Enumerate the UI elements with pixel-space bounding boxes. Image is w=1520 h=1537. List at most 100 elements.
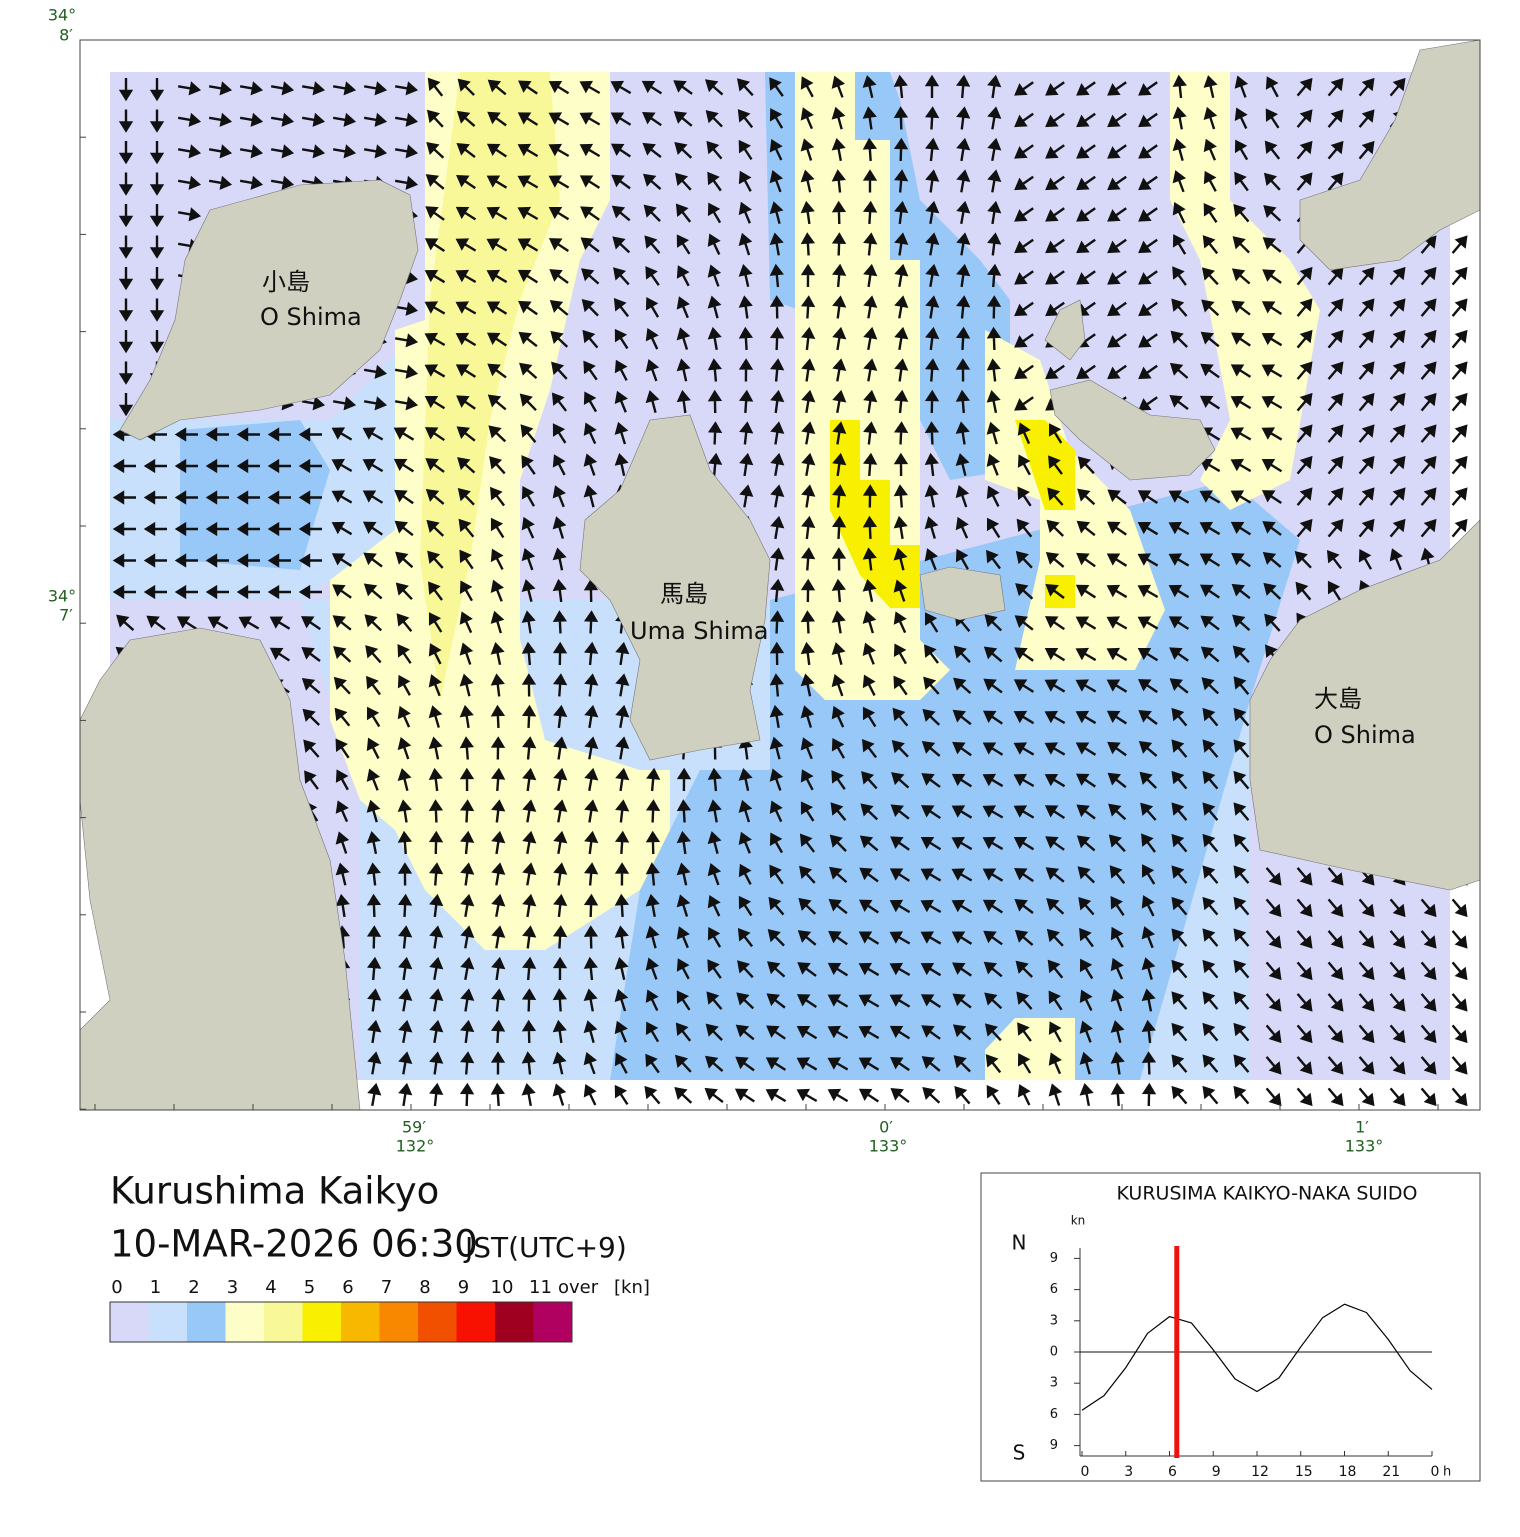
- arrow: [1296, 424, 1313, 443]
- arrow: [367, 1019, 382, 1044]
- arrow: [1296, 1087, 1313, 1107]
- arrow: [1107, 175, 1127, 191]
- arrow: [1233, 770, 1250, 790]
- arrow: [797, 930, 817, 946]
- arrow: [579, 80, 601, 95]
- y-tick-label: 9: [1050, 1251, 1058, 1266]
- arrow: [1233, 707, 1250, 727]
- legend-label: 0: [111, 1277, 122, 1298]
- arrow: [424, 395, 446, 410]
- arrow: [1389, 548, 1403, 571]
- arrow: [583, 453, 598, 476]
- arrow: [1172, 202, 1186, 224]
- arrow: [1265, 930, 1282, 949]
- arrow: [1044, 773, 1066, 788]
- arrow: [146, 615, 166, 631]
- arrow: [1171, 896, 1188, 916]
- arrow: [862, 579, 877, 603]
- arrow: [1296, 867, 1313, 886]
- arrow: [1078, 897, 1095, 916]
- arrow: [521, 641, 536, 666]
- arrow: [1013, 742, 1035, 756]
- arrow: [1420, 518, 1437, 538]
- arrow: [858, 962, 880, 977]
- arrow: [149, 235, 165, 259]
- arrow: [149, 267, 165, 291]
- arrow: [1200, 646, 1220, 663]
- arrow: [1171, 1022, 1188, 1042]
- arrow: [828, 930, 848, 946]
- arrow: [1231, 332, 1251, 347]
- arrow: [1265, 898, 1282, 918]
- arrow: [986, 549, 1001, 570]
- arrow: [491, 925, 506, 949]
- zone: [985, 1018, 1075, 1080]
- arrow: [1017, 486, 1032, 507]
- arrow: [951, 931, 973, 945]
- arrow: [644, 1085, 661, 1105]
- arrow: [739, 452, 754, 477]
- arrow: [1110, 988, 1125, 1012]
- arrow: [1172, 266, 1187, 286]
- arrow: [956, 295, 971, 319]
- arrow: [1076, 270, 1096, 285]
- arrow: [267, 427, 291, 442]
- arrow: [456, 426, 476, 442]
- arrow: [366, 925, 382, 949]
- arrow: [920, 994, 942, 1008]
- arrow: [925, 169, 940, 193]
- arrow: [582, 329, 599, 349]
- arrow: [955, 484, 970, 508]
- arrow: [1137, 521, 1159, 536]
- arrow: [366, 830, 381, 855]
- arrow: [1044, 679, 1066, 693]
- arrow: [364, 614, 383, 632]
- arrow: [1261, 490, 1282, 505]
- arrow: [362, 427, 384, 441]
- arrow: [301, 677, 321, 694]
- arrow: [1013, 679, 1035, 693]
- legend-label: 7: [381, 1277, 392, 1298]
- arrow: [1079, 1051, 1094, 1075]
- arrow: [331, 553, 353, 567]
- arrow: [487, 111, 507, 127]
- arrow: [1047, 959, 1064, 979]
- arrow: [459, 673, 474, 697]
- arrow: [615, 673, 630, 697]
- arrow: [331, 490, 353, 504]
- arrow: [552, 610, 568, 634]
- arrow: [552, 454, 566, 476]
- arrow: [366, 706, 381, 728]
- arrow: [769, 673, 784, 697]
- arrow: [1077, 488, 1096, 506]
- arrow: [1077, 456, 1095, 475]
- lat-label: 8′: [59, 26, 73, 45]
- arrow: [893, 137, 909, 162]
- arrow: [1045, 364, 1065, 380]
- arrow: [614, 328, 629, 350]
- arrow: [583, 925, 599, 949]
- arrow: [486, 269, 508, 284]
- arrow: [239, 81, 264, 96]
- arrow: [862, 137, 878, 162]
- arrow: [767, 961, 786, 978]
- arrow: [149, 172, 165, 196]
- arrow: [1262, 269, 1282, 284]
- arrow: [920, 868, 942, 882]
- arrow: [831, 547, 847, 571]
- arrow: [424, 427, 445, 442]
- arrow: [675, 203, 692, 223]
- arrow: [239, 175, 264, 190]
- arrow: [362, 490, 384, 504]
- arrow: [1202, 770, 1219, 790]
- arrow: [1233, 865, 1250, 884]
- arrow: [645, 1021, 660, 1043]
- arrow: [149, 204, 165, 228]
- place-en: Uma Shima: [630, 617, 768, 645]
- arrow: [1420, 392, 1437, 412]
- lon-label: 59′: [402, 1118, 426, 1137]
- arrow: [770, 515, 785, 540]
- arrow: [893, 452, 909, 477]
- arrow: [1075, 710, 1097, 725]
